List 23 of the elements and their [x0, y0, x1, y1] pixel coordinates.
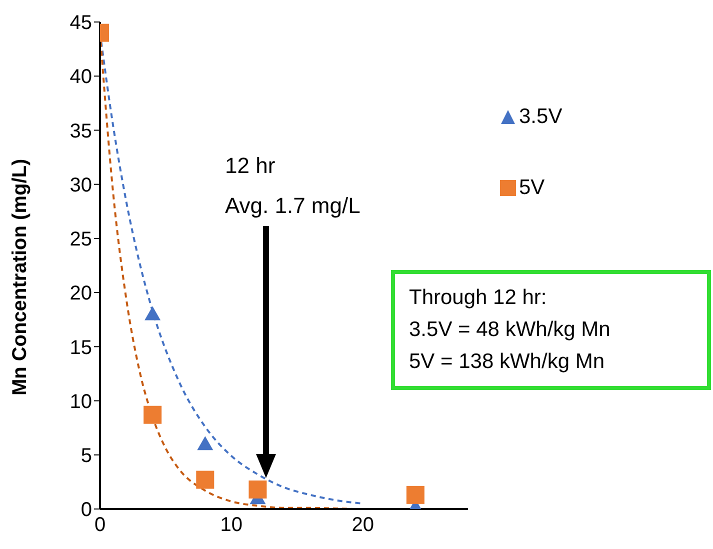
point [406, 486, 424, 504]
x-tick-label: 20 [352, 514, 374, 536]
y-tick-label: 0 [80, 499, 92, 522]
y-tick-label: 45 [70, 12, 92, 34]
y-tick-label: 5 [80, 444, 92, 467]
legend-label: 5V [519, 176, 545, 200]
point [144, 306, 161, 320]
y-tick-label: 25 [70, 228, 92, 251]
y-axis-title: Mn Concentration (mg/L) [9, 158, 32, 396]
point [144, 406, 162, 424]
y-tick-label: 10 [70, 390, 92, 413]
point [196, 470, 214, 489]
legend-label: 3.5V [519, 105, 562, 129]
point [248, 480, 267, 499]
y-tick-label: 35 [70, 120, 92, 142]
annotation: 12 hr Avg. 1.7 mg/L [225, 152, 360, 220]
y-tick-label: 20 [70, 282, 92, 305]
y-tick-label: 40 [70, 66, 92, 88]
x-tick-label: 10 [220, 514, 243, 536]
point [197, 436, 214, 450]
annotation: Through 12 hr: 3.5V = 48 kWh/kg Mn 5V = 138 kWh/kg Mn [391, 270, 711, 390]
y-tick-label: 30 [70, 174, 92, 196]
y-tick-label: 15 [70, 336, 92, 359]
